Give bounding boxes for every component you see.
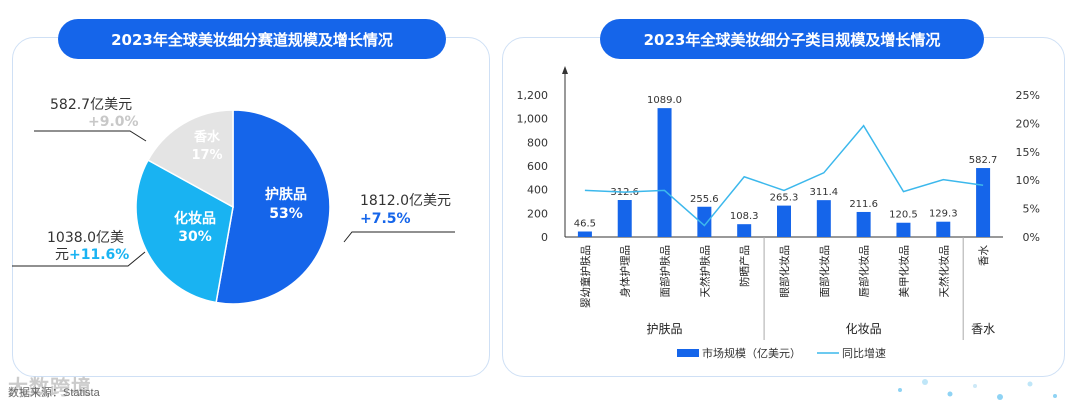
- pie-slice-0: [215, 109, 331, 305]
- pie-chart: 护肤品 53% 化妆品 30% 香水 17% 1812.0亿美元 +7.5% 1…: [12, 97, 455, 305]
- right-chart-title: 2023年全球美妆细分子类目规模及增长情况: [600, 19, 984, 59]
- pie-slice-pct-skincare: 53%: [269, 206, 303, 222]
- legend-bar-swatch: [677, 349, 699, 357]
- y-right-tick-label: 20%: [1016, 117, 1040, 130]
- callout-growth-skincare: +7.5%: [360, 211, 411, 227]
- callout-growth-perfume: +9.0%: [88, 114, 139, 130]
- pie-slice-pct-makeup: 30%: [178, 229, 212, 245]
- callout-growth-makeup: +11.6%: [69, 247, 129, 263]
- y-left-tick-label: 1,000: [517, 113, 549, 126]
- bar-value-label: 311.4: [809, 187, 838, 198]
- bar-0: [577, 231, 592, 237]
- callout-line-skincare: [343, 231, 455, 243]
- bar-value-label: 211.6: [849, 199, 878, 210]
- y-left-tick-label: 800: [527, 136, 548, 149]
- bar-value-label: 46.5: [574, 218, 596, 229]
- decorative-dots: [898, 379, 1057, 400]
- callout-value-skincare: 1812.0亿美元: [360, 193, 451, 209]
- category-label: 眼部化妆品: [778, 245, 791, 298]
- y-left-tick-label: 600: [527, 160, 548, 173]
- y-left-tick-label: 1,200: [517, 89, 549, 102]
- callout-value-makeup-2: 元+11.6%: [55, 247, 129, 263]
- bar-5: [777, 205, 791, 237]
- bar-value-label: 120.5: [889, 210, 918, 221]
- pie-slice-name-makeup: 化妆品: [174, 210, 216, 227]
- group-label: 香水: [971, 322, 995, 336]
- bar-value-label: 265.3: [770, 193, 799, 204]
- callout-line-makeup: [12, 251, 146, 267]
- category-label: 香水: [978, 245, 990, 266]
- bar-4: [737, 224, 752, 237]
- callout-line-perfume: [34, 130, 147, 142]
- y-right-tick-label: 0%: [1023, 231, 1040, 244]
- legend-line-label: 同比增速: [842, 346, 886, 360]
- y-right-tick-label: 25%: [1016, 89, 1040, 102]
- growth-line: [584, 124, 984, 227]
- group-label: 护肤品: [647, 321, 683, 336]
- category-label: 防晒产品: [738, 245, 751, 287]
- pie-slice-name-perfume: 香水: [193, 129, 221, 145]
- bar-value-label: 129.3: [929, 209, 958, 220]
- pie-slice-2: [147, 109, 234, 209]
- y-right-tick-label: 15%: [1016, 146, 1040, 159]
- category-label: 婴幼童护肤品: [579, 245, 592, 308]
- y-left-tick-label: 400: [527, 184, 548, 197]
- y-right-tick-label: 5%: [1023, 203, 1040, 216]
- callout-value-perfume: 582.7亿美元: [50, 97, 132, 113]
- group-label: 化妆品: [846, 322, 882, 336]
- bar-8: [896, 222, 911, 237]
- category-label: 面部化妆品: [818, 245, 831, 298]
- y-left-tick-label: 200: [527, 207, 548, 220]
- category-label: 面部护肤品: [659, 245, 672, 298]
- bar-1: [617, 200, 632, 237]
- callout-value-makeup-2-text: 元: [55, 247, 69, 263]
- callout-value-makeup-1: 1038.0亿美: [47, 230, 124, 246]
- category-label: 天然化妆品: [937, 245, 950, 298]
- bar-3: [697, 206, 712, 237]
- bar-value-label: 582.7: [969, 155, 998, 166]
- left-chart-title: 2023年全球美妆细分赛道规模及增长情况: [58, 19, 446, 59]
- y-axis-arrow: [562, 66, 568, 74]
- y-right-tick-label: 10%: [1016, 174, 1040, 187]
- y-left-tick-label: 0: [541, 231, 548, 244]
- bar-6: [816, 200, 831, 237]
- bar-7: [856, 211, 871, 237]
- legend-bar-label: 市场规模（亿美元）: [702, 346, 801, 360]
- data-source: 数据来源：Statista: [8, 387, 100, 399]
- watermark: 大数跨境: [8, 377, 92, 399]
- bar-10: [976, 168, 991, 237]
- bar-9: [936, 221, 951, 237]
- category-label: 美甲化妆品: [898, 245, 911, 298]
- pie-slice-1: [135, 159, 234, 304]
- category-label: 唇部化妆品: [858, 245, 871, 298]
- bar-value-label: 108.3: [730, 211, 759, 222]
- pie-slice-pct-perfume: 17%: [191, 148, 222, 163]
- category-label: 天然护肤品: [698, 245, 711, 298]
- pie-slice-name-skincare: 护肤品: [265, 186, 307, 203]
- bar-value-label: 1089.0: [647, 95, 682, 106]
- bar-value-label: 255.6: [690, 194, 719, 205]
- category-label: 身体护理品: [619, 245, 632, 298]
- bar-2: [657, 108, 672, 237]
